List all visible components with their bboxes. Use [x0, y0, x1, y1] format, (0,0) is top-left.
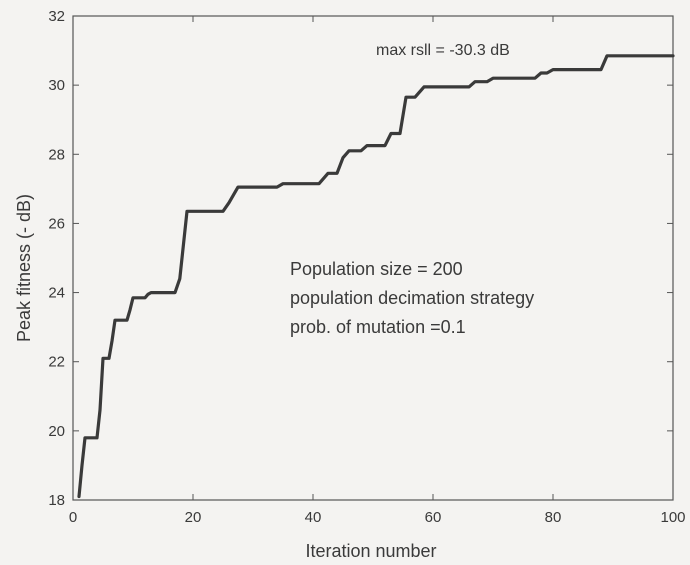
y-tick-label: 24	[48, 285, 65, 302]
series-line-peak-fitness	[77, 54, 675, 499]
annotation-population-size: Population size = 200	[290, 259, 463, 279]
y-tick-label: 18	[48, 492, 65, 509]
x-tick-label: 80	[545, 509, 562, 526]
plot-frame	[72, 15, 674, 501]
plot-area-border	[72, 15, 674, 501]
annotation-mutation-prob: prob. of mutation =0.1	[290, 317, 466, 337]
y-tick-label: 30	[48, 77, 65, 94]
y-tick-label: 26	[48, 215, 65, 232]
x-tick-label: 0	[69, 509, 77, 526]
series-layer	[77, 54, 675, 499]
y-tick-label: 20	[48, 423, 65, 440]
y-tick-label: 32	[48, 8, 65, 25]
x-axis-title: Iteration number	[305, 541, 436, 561]
y-tick-label: 22	[48, 354, 65, 371]
x-tick-label: 40	[305, 509, 322, 526]
x-tick-label: 60	[425, 509, 442, 526]
x-tick-label: 20	[185, 509, 202, 526]
annotation-decimation-strategy: population decimation strategy	[290, 288, 534, 308]
axis-ticks: 0 20 40 60 80 100 18 20 22 24 26 28 30 32	[48, 8, 685, 526]
y-axis-title: Peak fitness (- dB)	[14, 194, 34, 342]
y-tick-label: 28	[48, 146, 65, 163]
annotation-max-rsll: max rsll = -30.3 dB	[376, 42, 510, 59]
x-tick-label: 100	[660, 509, 685, 526]
